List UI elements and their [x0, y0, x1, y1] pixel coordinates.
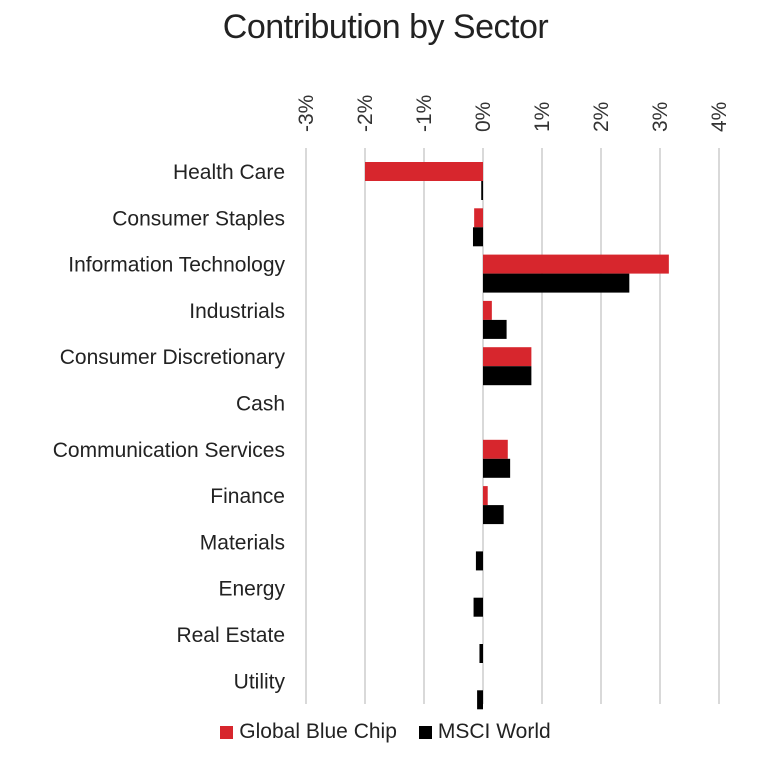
- category-label: Real Estate: [176, 624, 285, 647]
- x-tick-label: 3%: [649, 102, 672, 132]
- legend-swatch-series-0: [220, 725, 234, 739]
- legend-swatch-series-1: [418, 725, 432, 739]
- bar-global-blue-chip: [483, 254, 669, 274]
- legend-item-series-0: Global Blue Chip: [220, 720, 397, 744]
- bar-global-blue-chip: [474, 208, 483, 228]
- bar-msci-world: [479, 644, 483, 663]
- bar-msci-world: [483, 505, 504, 525]
- category-label: Cash: [236, 393, 285, 416]
- legend-label-series-1: MSCI World: [437, 720, 551, 743]
- category-label: Communication Services: [53, 439, 285, 462]
- x-tick-label: 1%: [531, 102, 554, 132]
- legend-item-series-1: MSCI World: [418, 720, 551, 744]
- bar-global-blue-chip: [483, 347, 532, 367]
- bar-msci-world: [477, 690, 483, 710]
- x-tick-label: -3%: [295, 95, 318, 132]
- category-label: Industrials: [189, 300, 285, 323]
- bar-msci-world: [472, 227, 483, 247]
- x-axis-ticks: -3% -2% -1% 0% 1% 2% 3% 4%: [295, 95, 731, 132]
- bar-global-blue-chip: [365, 162, 483, 181]
- bar-chart: -3% -2% -1% 0% 1% 2% 3% 4% Health Care Consumer …: [53, 95, 731, 710]
- x-tick-label: 2%: [590, 102, 613, 132]
- bar-global-blue-chip: [483, 439, 508, 459]
- category-label: Health Care: [173, 161, 285, 184]
- bar-msci-world: [483, 273, 630, 293]
- bar-msci-world: [481, 181, 483, 200]
- x-tick-label: -2%: [354, 95, 377, 132]
- bar-msci-world: [475, 551, 483, 571]
- bar-global-blue-chip: [483, 486, 488, 506]
- x-tick-label: 4%: [708, 102, 731, 132]
- category-label: Consumer Discretionary: [60, 346, 286, 369]
- category-labels: Health Care Consumer Staples Information T…: [53, 161, 286, 693]
- bar-msci-world: [483, 366, 532, 386]
- category-label: Information Technology: [68, 254, 285, 277]
- x-tick-label: 0%: [472, 102, 495, 132]
- legend-label-series-0: Global Blue Chip: [239, 720, 397, 743]
- chart-title: Contribution by Sector: [222, 8, 549, 46]
- bar-msci-world: [483, 319, 507, 339]
- category-label: Energy: [218, 578, 285, 601]
- bar-msci-world: [483, 458, 511, 478]
- category-label: Utility: [234, 670, 286, 693]
- category-label: Materials: [200, 531, 285, 554]
- category-label: Finance: [210, 485, 285, 508]
- legend: Global Blue Chip MSCI World: [0, 720, 771, 744]
- bar-msci-world: [473, 597, 483, 617]
- bar-global-blue-chip: [483, 300, 492, 320]
- gridlines: [305, 148, 720, 704]
- bars: [365, 162, 669, 710]
- category-label: Consumer Staples: [112, 207, 285, 230]
- x-tick-label: -1%: [413, 95, 436, 132]
